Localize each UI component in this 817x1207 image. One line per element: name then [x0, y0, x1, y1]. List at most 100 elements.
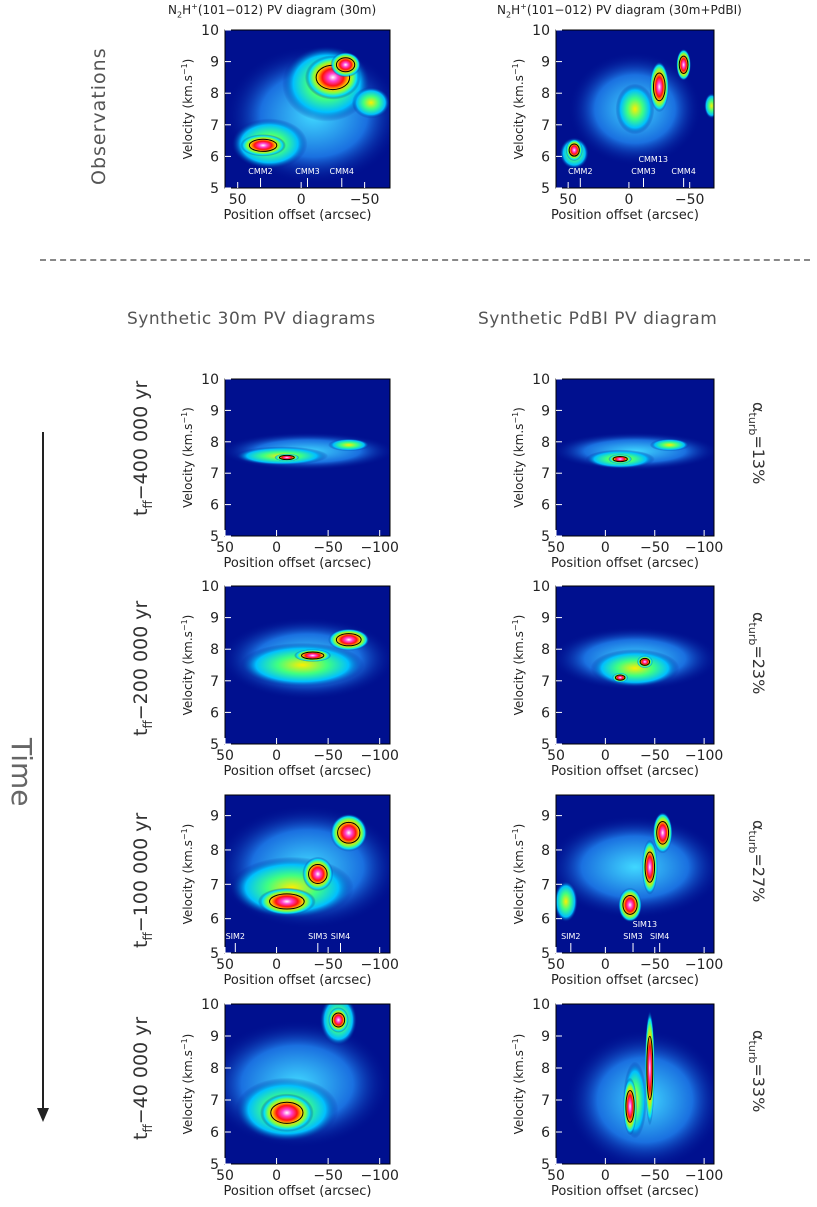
contour-pdbi-r4-2: [625, 1090, 635, 1123]
synthetic-pdbi-heading: Synthetic PdBI PV diagram: [478, 309, 718, 329]
x-tick-label-obs-pdbi-0: 50: [559, 192, 577, 208]
x-tick-label-syn30-r4-3: −100: [360, 1168, 398, 1184]
contour-obs-30m-5: [335, 57, 356, 73]
core-label-cmm3: CMM3: [295, 167, 319, 176]
y-tick-label-pdbi-r2-5: 10: [532, 579, 550, 595]
y-tick-label-syn30-r2-5: 10: [201, 579, 219, 595]
y-tick-label-syn30-r1-5: 10: [201, 372, 219, 388]
y-tick-label-obs-pdbi-4: 9: [541, 55, 550, 71]
y-tick-label-syn30-r3-1: 6: [210, 912, 219, 928]
x-tick-label-pdbi-r2-1: 0: [601, 748, 610, 764]
core-label-sim13: SIM13: [633, 920, 658, 929]
x-tick-label-pdbi-r1-3: −100: [685, 540, 723, 556]
emission-blob-syn30-r4-2: [260, 1093, 314, 1133]
y-tick-label-syn30-r3-2: 7: [210, 877, 219, 893]
y-tick-label-syn30-r1-4: 9: [210, 403, 219, 419]
contour-syn30-r2-3: [335, 633, 362, 647]
emission-weak-pdbi-r1-3: [649, 438, 690, 452]
contour-obs-pdbi-5: [678, 55, 689, 74]
y-tick-label-syn30-r4-1: 6: [210, 1125, 219, 1141]
x-tick-label-pdbi-r3-1: 0: [601, 957, 610, 973]
y-tick-label-pdbi-r3-3: 8: [541, 843, 550, 859]
x-tick-label-syn30-r3-3: −100: [360, 957, 398, 973]
contour-syn30-r4-4: [331, 1012, 346, 1028]
panel-frame-pdbi-r2: [555, 585, 715, 745]
y-tick-label-syn30-r2-1: 6: [210, 705, 219, 721]
y-tick-label-pdbi-r2-0: 5: [541, 737, 550, 753]
x-tick-label-syn30-r1-2: −50: [313, 540, 343, 556]
y-tick-label-obs-pdbi-3: 8: [541, 86, 550, 102]
contour-syn30-r3-4: [337, 821, 361, 844]
panel-frame-syn30-r3: [224, 794, 391, 954]
y-tick-label-syn30-r1-3: 8: [210, 435, 219, 451]
core-label-cmm4: CMM4: [330, 167, 354, 176]
y-tick-label-syn30-r3-0: 5: [210, 946, 219, 962]
emission-weak-obs-pdbi-3: [615, 83, 655, 135]
y-tick-label-pdbi-r2-2: 7: [541, 674, 550, 690]
emission-blob-syn30-r3-3: [302, 856, 334, 892]
core-label-cmm3-pdbi: CMM3: [631, 167, 655, 176]
emission-blob-syn30-r2-2: [294, 649, 332, 662]
emission-blob-obs-pdbi-2: [565, 139, 583, 162]
core-label-cmm2-pdbi: CMM2: [568, 167, 592, 176]
y-axis-label-syn30-r2: Velocity (km.s−1): [180, 615, 195, 716]
y-tick-label-syn30-r4-0: 5: [210, 1157, 219, 1173]
core-label-sim4: SIM4: [331, 932, 350, 941]
y-tick-label-syn30-r4-4: 9: [210, 1029, 219, 1045]
x-tick-label-pdbi-r4-2: −50: [640, 1168, 670, 1184]
contour-obs-pdbi-2: [568, 143, 580, 157]
y-tick-label-pdbi-r2-3: 8: [541, 642, 550, 658]
panel-frame-obs-30m: [224, 29, 391, 189]
y-axis-label-syn30-r4: Velocity (km.s−1): [180, 1034, 195, 1135]
time-arrow: [42, 432, 44, 1112]
y-tick-label-obs-30m-4: 9: [210, 55, 219, 71]
y-tick-label-obs-30m-0: 5: [210, 181, 219, 197]
emission-weak-obs-30m-6: [351, 86, 390, 119]
y-tick-label-syn30-r2-4: 9: [210, 611, 219, 627]
emission-blob-obs-30m-2: [240, 134, 286, 157]
y-tick-label-obs-pdbi-0: 5: [541, 181, 550, 197]
y-tick-label-pdbi-r1-4: 9: [541, 403, 550, 419]
x-tick-label-pdbi-r4-1: 0: [601, 1168, 610, 1184]
y-tick-label-pdbi-r3-4: 9: [541, 809, 550, 825]
x-tick-label-syn30-r3-0: 50: [216, 957, 234, 973]
emission-blob-syn30-r1-2: [274, 453, 300, 462]
contour-pdbi-r1-2: [612, 455, 628, 463]
x-axis-label-pdbi-r2: Position offset (arcsec): [551, 764, 699, 779]
y-tick-label-syn30-r1-0: 5: [210, 529, 219, 545]
contour-syn30-r3-2: [269, 893, 305, 910]
panel-frame-syn30-r2: [224, 585, 391, 745]
x-tick-label-pdbi-r2-2: −50: [640, 748, 670, 764]
core-label-cmm2: CMM2: [248, 167, 272, 176]
emission-blob-pdbi-r2-2: [612, 672, 629, 683]
emission-weak-syn30-r2-1: [240, 642, 365, 688]
y-axis-label-pdbi-r4: Velocity (km.s−1): [511, 1034, 526, 1135]
panel-frame-pdbi-r3: [555, 794, 715, 954]
panel-frame-obs-pdbi: [555, 29, 715, 189]
y-tick-label-pdbi-r4-2: 7: [541, 1093, 550, 1109]
x-tick-label-pdbi-r2-0: 50: [547, 748, 565, 764]
x-tick-label-pdbi-r3-0: 50: [547, 957, 565, 973]
x-tick-label-pdbi-r4-0: 50: [547, 1168, 565, 1184]
x-tick-label-syn30-r1-3: −100: [360, 540, 398, 556]
emission-blob-obs-pdbi-5: [676, 48, 691, 81]
x-tick-label-syn30-r2-1: 0: [272, 748, 281, 764]
x-tick-label-obs-30m-1: 0: [297, 192, 306, 208]
contour-syn30-r4-2: [270, 1101, 304, 1124]
y-axis-label-obs-pdbi: Velocity (km.s−1): [511, 59, 526, 160]
x-axis-label-syn30-r3: Position offset (arcsec): [224, 973, 372, 988]
x-tick-label-pdbi-r4-3: −100: [685, 1168, 723, 1184]
panel-frame-syn30-r4: [224, 1003, 391, 1165]
core-label-cmm4-pdbi: CMM4: [671, 167, 695, 176]
core-label-sim2: SIM2: [226, 932, 245, 941]
y-tick-label-syn30-r2-2: 7: [210, 674, 219, 690]
x-tick-label-obs-pdbi-1: 0: [624, 192, 633, 208]
y-tick-label-obs-30m-5: 10: [201, 23, 219, 39]
y-tick-label-syn30-r3-3: 8: [210, 843, 219, 859]
core-label-sim2-pdbi: SIM2: [561, 932, 580, 941]
y-tick-label-pdbi-r1-0: 5: [541, 529, 550, 545]
x-tick-label-pdbi-r2-3: −100: [685, 748, 723, 764]
y-tick-label-obs-30m-2: 7: [210, 118, 219, 134]
emission-blob-pdbi-r2-3: [636, 655, 653, 669]
